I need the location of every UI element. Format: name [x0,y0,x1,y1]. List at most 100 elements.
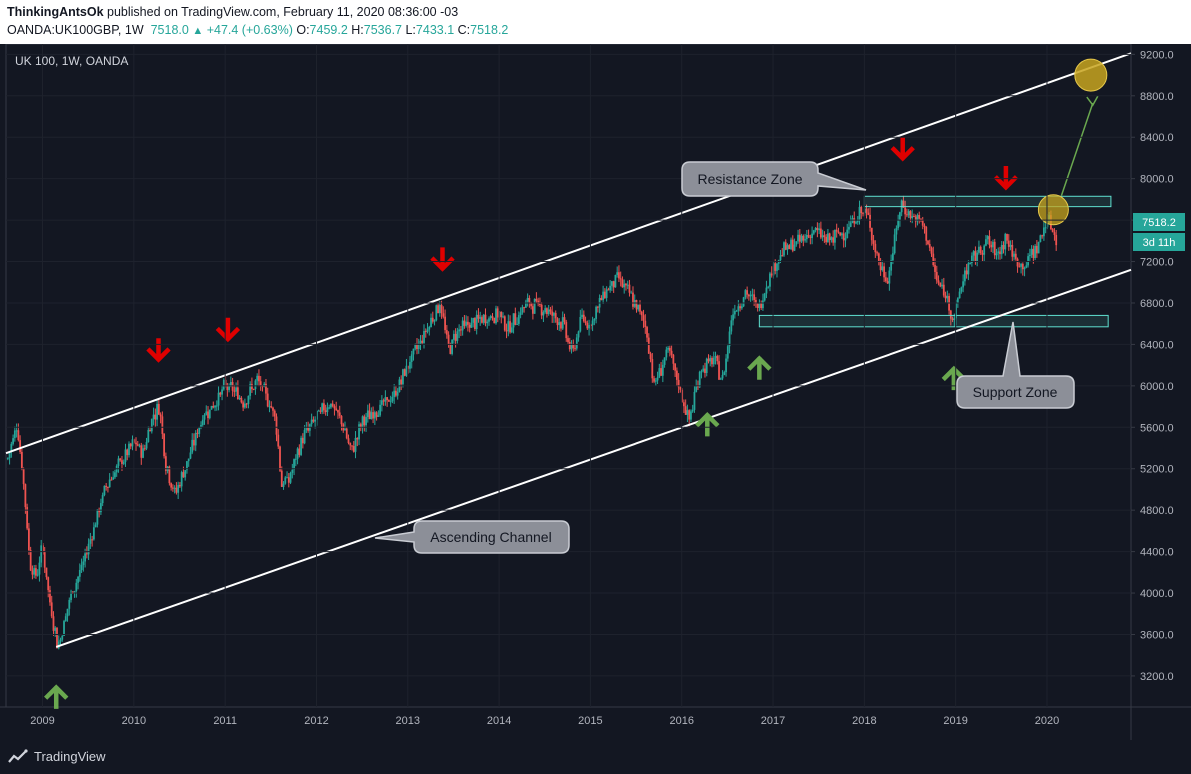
candle [1039,234,1042,243]
candle [215,400,218,411]
candle-body [486,321,489,324]
candle [802,234,805,247]
candle-body [54,627,57,631]
candle-body [177,485,180,493]
candle [684,399,687,415]
candle-body [263,383,266,387]
candle-body [29,550,32,571]
candle-body [279,446,281,471]
candle-body [1044,227,1047,229]
candle [884,271,887,283]
candle-body [517,315,520,324]
candle [971,252,973,267]
candle-body [101,495,104,504]
candle-body [570,343,573,350]
candle-body [205,411,208,415]
candle [716,354,719,365]
candle-body [340,415,343,425]
countdown-badge-bg [1133,233,1185,251]
candle-body [119,458,122,461]
candle-body [319,410,322,412]
candle-body [560,322,562,329]
candle [40,539,43,568]
sell-arrow-icon [993,166,1019,191]
price-tick-label: 5200.0 [1140,464,1174,476]
candle [921,216,924,230]
candle-body [953,318,956,320]
candle-body [906,214,908,216]
price-tick-label: 8000.0 [1140,174,1174,186]
candle [560,321,562,332]
candle-body [222,379,225,390]
candle [6,457,9,461]
candle [112,471,115,480]
buy-arrow-icon [44,684,69,709]
price-tick-label: 9200.0 [1140,49,1174,61]
candle-body [661,364,664,376]
candle-body [386,397,389,401]
candle [670,345,673,359]
candle [61,634,64,642]
candle-body [236,387,239,399]
projection-arrowhead-icon [1086,95,1099,107]
author-name[interactable]: ThinkingAntsOk [7,5,104,19]
candle [596,305,599,313]
candle [790,237,792,251]
candle [214,405,216,412]
tradingview-brand[interactable]: TradingView [34,749,106,764]
candle-body [298,448,301,455]
candle [628,279,631,297]
candle-body [191,439,194,453]
candle [70,589,72,603]
candle-body [611,281,613,286]
support-zone-callout[interactable]: Support Zone [956,321,1075,409]
candle-body [233,390,236,392]
candle-body [201,419,204,426]
candle-body [503,316,506,331]
candle [403,368,406,377]
price-tick-label: 4000.0 [1140,588,1174,600]
candle-body [688,410,691,420]
resistance-zone-callout[interactable]: Resistance Zone [681,161,867,197]
candle-body [744,290,747,298]
price-chart[interactable]: 2009 2010 2011 2012 2013 2014 2015 2016 2017 2018… [0,44,1191,740]
candle [440,300,443,319]
candle-body [187,458,190,462]
candle-body [440,305,443,314]
candle-body [372,412,374,419]
candle-body [726,346,729,359]
candle [679,386,682,393]
candle [591,316,594,332]
candle-body [396,391,399,396]
candle-body [326,407,329,413]
candle-body [739,306,742,309]
candle [373,410,376,426]
candle-body [707,358,710,362]
candle-body [693,391,696,410]
candle [825,234,828,245]
candle [581,308,583,319]
candle-body [983,245,986,255]
candle [352,441,355,453]
candle [702,365,705,373]
candle-body [677,379,680,388]
candle [623,279,626,294]
tradingview-logo-icon[interactable] [8,749,28,765]
time-axis[interactable]: 2009 2010 2011 2012 2013 2014 2015 2016 2017 2018… [30,44,1059,727]
candle [846,223,849,239]
candle [303,425,306,445]
candle-body [138,445,141,447]
candle [795,241,798,247]
candle-body [489,316,492,319]
candle [1013,251,1015,261]
candle [1028,248,1031,263]
candle [163,433,166,459]
candle [1009,240,1012,251]
candle-body [488,318,490,322]
candle [565,319,568,342]
candle-body [10,443,13,453]
ascending-channel-callout[interactable]: Ascending Channel [374,520,570,554]
candle [993,238,996,260]
candle [509,315,511,334]
candle [642,309,645,328]
